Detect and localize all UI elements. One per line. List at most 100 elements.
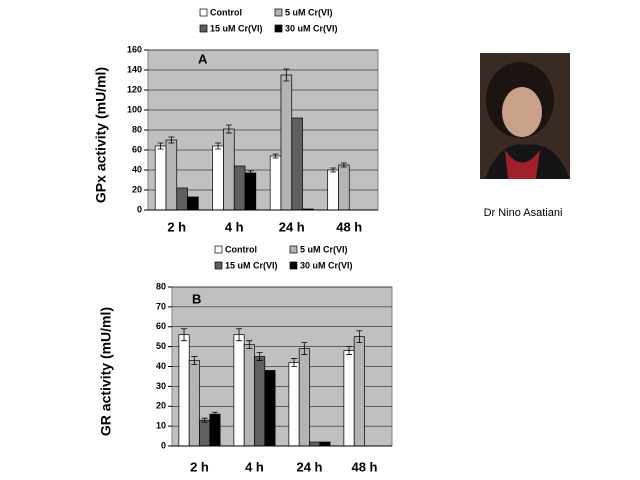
chart: 0 20 40 60 80 100 120 140 160 GPx activity (mU/ml…: [93, 7, 379, 234]
bar: [338, 164, 350, 211]
error-bar: [201, 417, 208, 423]
bar: [291, 117, 303, 211]
bar: [178, 334, 190, 447]
y-tick-label: 50: [156, 341, 166, 351]
bar: [165, 139, 178, 211]
y-tick-label: 140: [127, 64, 142, 74]
y-tick-label: 120: [127, 84, 142, 94]
photo-scarf: [505, 150, 540, 179]
y-tick-label: 80: [132, 124, 142, 134]
y-tick-label: 0: [137, 204, 142, 214]
bar: [187, 196, 199, 211]
bar: [254, 356, 266, 447]
bar: [327, 169, 339, 211]
error-bar: [181, 328, 188, 342]
legend-label: 5 uM Cr(VI): [285, 7, 333, 17]
panel-label: B: [192, 291, 201, 306]
error-bar: [272, 153, 279, 159]
legend-label: Control: [225, 244, 257, 254]
bar: [188, 360, 200, 447]
error-bar: [247, 170, 254, 176]
y-axis-title: GPx activity (mU/ml): [93, 67, 109, 203]
x-tick-label: 4 h: [245, 459, 264, 474]
error-bar: [191, 356, 198, 365]
bar: [223, 128, 235, 211]
bar: [280, 74, 293, 211]
bar: [154, 145, 167, 211]
error-bar: [346, 346, 353, 355]
x-tick-label: 48 h: [351, 459, 377, 474]
y-tick-label: 70: [156, 301, 166, 311]
legend-swatch: [289, 261, 298, 270]
bar: [212, 145, 224, 211]
bar: [269, 155, 282, 211]
bar: [209, 413, 221, 447]
bar: [176, 187, 188, 211]
x-tick-label: 48 h: [336, 219, 362, 234]
bar: [233, 334, 245, 447]
photo: [480, 53, 570, 179]
bar: [298, 348, 310, 447]
legend-label: 5 uM Cr(VI): [300, 244, 348, 254]
bar: [243, 344, 255, 447]
legend-swatch: [289, 245, 298, 254]
photo-caption: Dr Nino Asatiani: [484, 207, 563, 219]
error-bar: [215, 142, 222, 150]
y-tick-label: 30: [156, 381, 166, 391]
x-tick-label: 2 h: [167, 219, 186, 234]
error-bar: [256, 352, 263, 361]
bar: [353, 336, 365, 447]
error-bar: [330, 167, 337, 173]
y-tick-label: 40: [132, 164, 142, 174]
legend-label: 30 uM Cr(VI): [285, 23, 338, 33]
bar: [264, 370, 276, 447]
x-tick-label: 24 h: [296, 459, 322, 474]
bar: [244, 172, 257, 211]
legend-label: 15 uM Cr(VI): [210, 23, 263, 33]
error-bar: [225, 124, 232, 134]
y-tick-label: 160: [127, 44, 142, 54]
x-tick-label: 2 h: [190, 459, 209, 474]
bar: [319, 441, 331, 447]
legend-label: 30 uM Cr(VI): [300, 260, 353, 270]
x-tick-label: 4 h: [225, 219, 244, 234]
error-bar: [301, 342, 308, 355]
error-bar: [356, 330, 363, 344]
error-bar: [340, 162, 347, 168]
legend-label: Control: [210, 7, 242, 17]
y-tick-label: 20: [132, 184, 142, 194]
legend-swatch: [214, 245, 223, 254]
y-tick-label: 20: [156, 401, 166, 411]
legend-swatch: [199, 8, 208, 17]
y-tick-label: 0: [161, 440, 166, 450]
y-tick-label: 10: [156, 421, 166, 431]
bar: [309, 441, 321, 447]
chart: 0 10 20 30 40 50 60 70 80 GR activity (mU/ml) B 2 h…: [98, 244, 393, 474]
y-tick-label: 80: [156, 281, 166, 291]
y-axis-title: GR activity (mU/ml): [98, 307, 114, 436]
photo-face: [502, 87, 542, 137]
legend-swatch: [274, 24, 283, 33]
error-bar: [168, 136, 175, 144]
y-tick-label: 60: [156, 321, 166, 331]
bar: [343, 350, 355, 447]
y-tick-label: 60: [132, 144, 142, 154]
legend-swatch: [214, 261, 223, 270]
error-bar: [283, 68, 290, 82]
error-bar: [157, 142, 164, 150]
y-tick-label: 40: [156, 361, 166, 371]
bar: [288, 362, 300, 447]
error-bar: [211, 411, 218, 417]
error-bar: [291, 358, 298, 367]
error-bar: [246, 340, 253, 350]
legend-swatch: [274, 8, 283, 17]
bar: [233, 165, 246, 211]
error-bar: [236, 328, 243, 342]
x-tick-label: 24 h: [279, 219, 305, 234]
bar: [199, 419, 211, 447]
legend-swatch: [199, 24, 208, 33]
y-tick-label: 100: [127, 104, 142, 114]
legend-label: 15 uM Cr(VI): [225, 260, 278, 270]
